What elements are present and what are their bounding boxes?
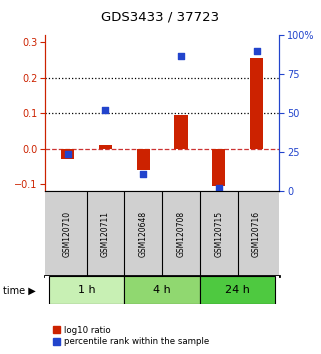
Bar <box>174 115 187 149</box>
Bar <box>137 149 150 170</box>
Point <box>65 151 70 156</box>
Text: 24 h: 24 h <box>225 285 250 295</box>
Point <box>254 48 259 54</box>
Bar <box>200 276 275 304</box>
Text: 4 h: 4 h <box>153 285 171 295</box>
Text: GSM120716: GSM120716 <box>252 211 261 257</box>
Text: time ▶: time ▶ <box>3 285 36 295</box>
Text: GSM120708: GSM120708 <box>177 211 186 257</box>
Text: GSM120648: GSM120648 <box>139 211 148 257</box>
Text: 1 h: 1 h <box>78 285 95 295</box>
Text: GSM120711: GSM120711 <box>101 211 110 257</box>
Bar <box>124 276 200 304</box>
Point <box>216 185 221 191</box>
Point <box>103 107 108 113</box>
Text: GSM120715: GSM120715 <box>214 211 223 257</box>
Point <box>178 53 184 58</box>
Point <box>141 171 146 177</box>
Bar <box>212 149 225 186</box>
Bar <box>99 145 112 149</box>
Text: GSM120710: GSM120710 <box>63 211 72 257</box>
Bar <box>61 149 74 159</box>
Bar <box>250 58 263 149</box>
Text: GDS3433 / 37723: GDS3433 / 37723 <box>101 10 220 23</box>
Legend: log10 ratio, percentile rank within the sample: log10 ratio, percentile rank within the … <box>49 322 213 350</box>
Bar <box>49 276 124 304</box>
